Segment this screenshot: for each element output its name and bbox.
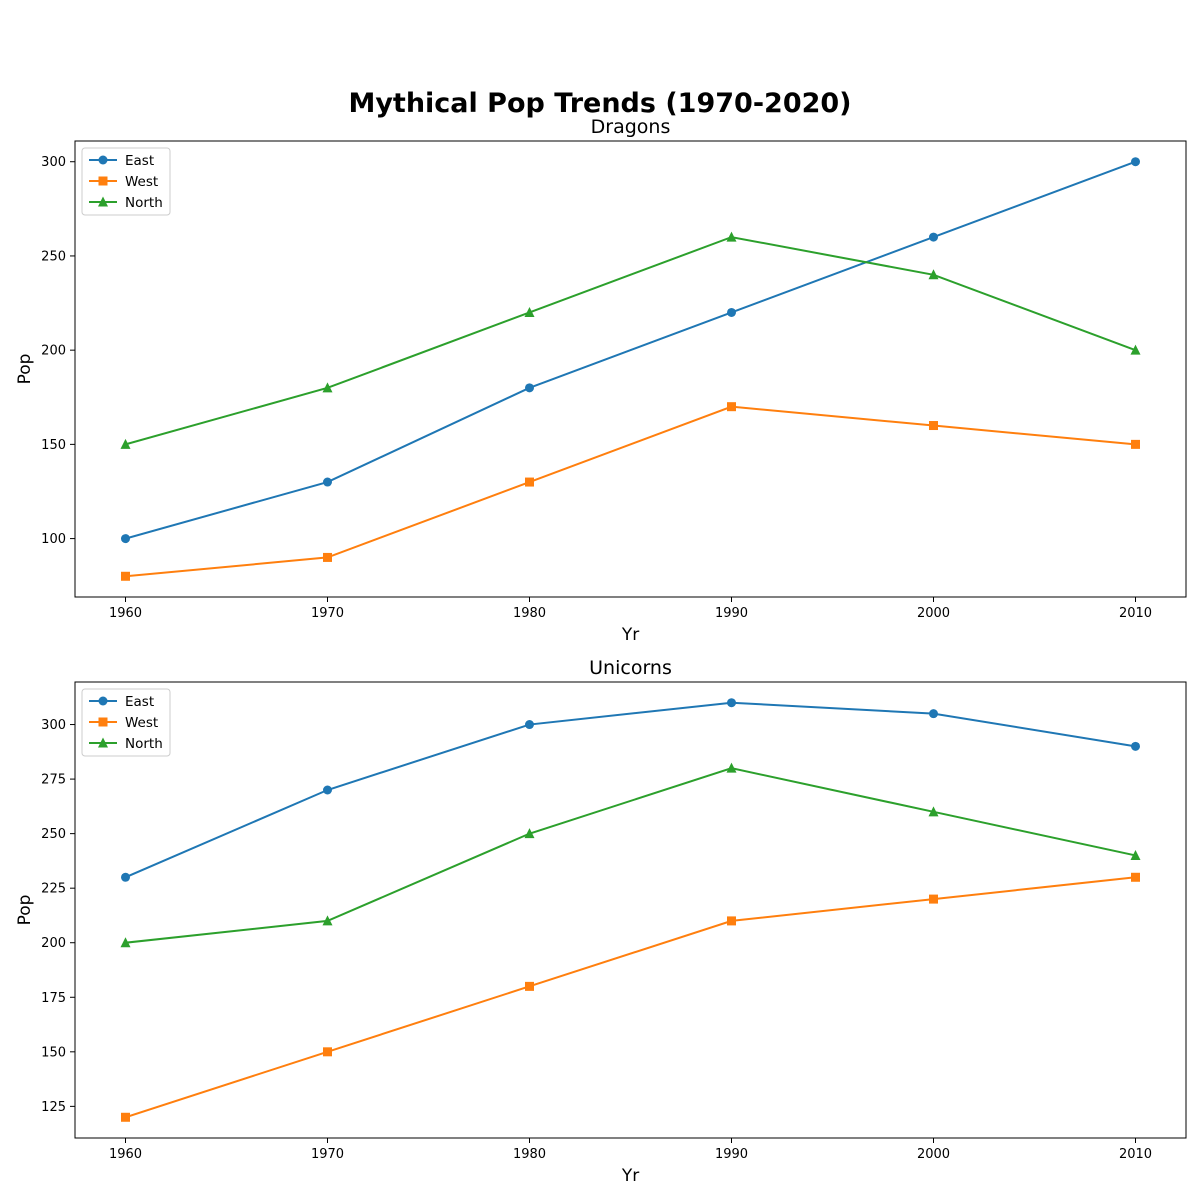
point-west [525,981,534,991]
panel-dragons: Dragons 1960 1970 1980 1990 2000 2010 100 150 200… [15,116,1187,645]
panel-unicorns: Unicorns 1960 1970 1980 1990 2000 2010 125 150 17… [15,657,1187,1186]
legend-box [81,147,171,216]
point-east [727,307,736,317]
x-tick-label: 1990 [715,606,748,621]
legend-marker-east [98,155,108,165]
point-north [524,828,535,839]
point-north [524,306,535,317]
y-tick-label: 200 [41,344,66,359]
x-tick-label: 1990 [715,1147,748,1162]
series-line-north [125,767,1136,944]
figure-title: Mythical Pop Trends (1970-2020) [348,88,852,119]
x-tick-label: 1980 [513,1147,546,1162]
point-north [928,806,939,817]
panel-title: Dragons [591,116,671,138]
x-axis-label: Yr [621,1166,639,1186]
point-east [727,698,736,708]
point-west [121,571,130,581]
y-tick-label: 150 [41,438,66,453]
y-tick-label: 275 [41,773,66,788]
x-axis-label: Yr [621,625,639,645]
point-east [121,872,130,882]
point-north [1130,344,1141,355]
x-tick-label: 2010 [1119,1147,1152,1162]
point-north [928,269,939,280]
x-tick-label: 1960 [109,606,142,621]
legend-marker-north [98,196,108,207]
point-east [929,709,938,719]
legend-label-west: West [125,715,158,731]
axes-frame [74,140,1187,598]
series-line-north [125,236,1136,446]
point-east [323,477,332,487]
series-line-east [125,160,1136,540]
point-east [121,534,130,544]
point-north [726,762,737,773]
y-tick-label: 250 [41,249,66,264]
point-west [1131,439,1140,449]
point-north [726,231,737,242]
legend-label-east: East [125,153,154,169]
point-west [121,1112,130,1122]
y-tick-label: 175 [41,991,66,1006]
point-north [120,438,131,449]
point-west [525,477,534,487]
point-east [1131,741,1140,751]
y-tick-label: 300 [41,155,66,170]
y-tick-label: 250 [41,827,66,842]
legend-marker-west [98,176,108,186]
point-east [1131,157,1140,167]
point-west [929,894,938,904]
legend: East West North [81,688,171,757]
point-east [525,720,534,730]
y-axis-label: Pop [15,895,35,926]
y-tick-label: 100 [41,532,66,547]
point-north [322,382,333,393]
point-west [323,1047,332,1057]
point-east [323,785,332,795]
series-line-east [125,701,1136,879]
legend-marker-west [98,717,108,727]
point-east [525,383,534,393]
point-west [727,402,736,412]
point-north [1130,849,1141,860]
y-tick-label: 300 [41,718,66,733]
point-west [929,421,938,431]
x-tick-label: 2000 [917,606,950,621]
point-north [322,915,333,926]
point-east [929,232,938,242]
x-tick-label: 1970 [311,1147,344,1162]
legend-box [81,688,171,757]
y-tick-label: 150 [41,1045,66,1060]
x-tick-label: 1980 [513,606,546,621]
x-tick-label: 1960 [109,1147,142,1162]
series-line-west [125,405,1136,578]
legend-label-west: West [125,174,158,190]
y-axis-label: Pop [15,354,35,385]
x-tick-label: 1970 [311,606,344,621]
legend-marker-east [98,696,108,706]
point-west [323,552,332,562]
point-west [727,916,736,926]
legend-label-north: North [125,195,163,211]
legend: East West North [81,147,171,216]
y-tick-label: 225 [41,882,66,897]
point-west [1131,872,1140,882]
legend-marker-north [98,737,108,748]
y-tick-label: 125 [41,1100,66,1115]
axes-frame [74,681,1187,1139]
x-tick-label: 2000 [917,1147,950,1162]
legend-label-north: North [125,736,163,752]
x-tick-label: 2010 [1119,606,1152,621]
y-tick-label: 200 [41,936,66,951]
legend-label-east: East [125,694,154,710]
series-line-west [125,876,1136,1119]
panel-title: Unicorns [589,657,672,679]
point-north [120,937,131,948]
